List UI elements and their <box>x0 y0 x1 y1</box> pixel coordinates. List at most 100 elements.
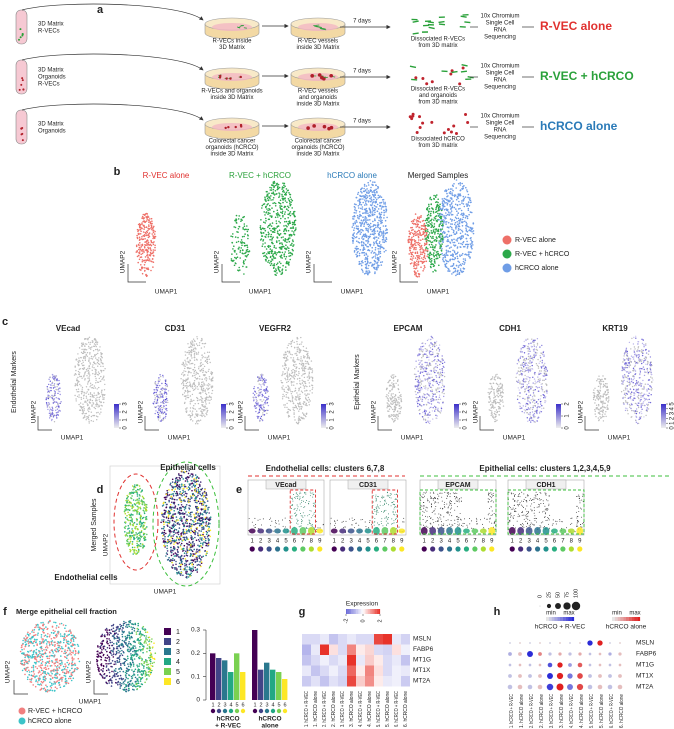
cell-point <box>80 375 83 378</box>
cell-point <box>442 223 444 225</box>
cell-point <box>407 238 410 241</box>
cell-point <box>84 345 86 347</box>
cell-point <box>152 243 155 246</box>
cell-point <box>200 385 203 388</box>
cell-point <box>295 366 298 369</box>
cell-point <box>153 233 156 235</box>
cell-point <box>305 365 307 368</box>
cell-point <box>277 214 280 216</box>
cell-point <box>368 270 370 272</box>
cell-point <box>456 255 459 258</box>
cell-point <box>419 366 421 368</box>
cell-point <box>195 421 198 423</box>
cell-point <box>202 363 204 366</box>
cell-point <box>285 220 288 223</box>
cell-point <box>295 406 298 409</box>
cell-point <box>277 185 279 188</box>
cell-point <box>289 222 292 224</box>
cell-point <box>431 225 433 228</box>
cell-point <box>445 214 448 217</box>
cell-point <box>421 357 423 359</box>
cell-point <box>97 393 100 395</box>
cell-point <box>428 359 430 361</box>
cell-point <box>466 245 469 248</box>
cell-point <box>205 360 207 362</box>
cell-point <box>207 389 209 391</box>
cell-point <box>383 203 385 205</box>
cell-point <box>98 396 100 399</box>
cell-point <box>428 422 431 425</box>
cell-point <box>422 396 424 398</box>
cell-point <box>211 392 213 395</box>
cell-point <box>359 198 362 201</box>
cell-point <box>184 379 186 382</box>
cell-point <box>282 357 285 359</box>
cell-point <box>203 382 205 385</box>
cell-point <box>146 242 148 245</box>
cell-point <box>83 374 85 377</box>
cell-point <box>439 233 442 235</box>
cell-point <box>256 404 258 406</box>
cell-point <box>429 377 431 379</box>
cell-point <box>53 421 56 423</box>
cell-point <box>56 379 58 382</box>
cell-point <box>76 379 79 382</box>
cell-point <box>138 236 141 239</box>
cell-point <box>456 214 459 216</box>
cell-point <box>287 380 289 383</box>
cell-point <box>461 214 464 217</box>
cell-point <box>73 374 76 376</box>
cell-point <box>423 256 426 258</box>
cell-point <box>288 350 291 352</box>
cell-point <box>365 197 368 200</box>
cell-point <box>377 226 379 229</box>
cell-point <box>162 376 164 378</box>
cell-point <box>299 360 302 362</box>
colorbar-tick-label: 1 <box>330 418 336 422</box>
cell-point <box>447 211 450 213</box>
cell-point <box>272 267 275 270</box>
cell-point <box>259 374 262 376</box>
cell-point <box>269 215 272 217</box>
cell-point <box>382 238 384 241</box>
cell-point <box>276 272 278 274</box>
cell-point <box>53 383 56 385</box>
cell-point <box>192 389 195 391</box>
cell-point <box>162 395 164 397</box>
cell-point <box>428 232 431 234</box>
cell-point <box>257 417 259 419</box>
cell-point <box>448 235 451 237</box>
cell-point <box>463 205 466 208</box>
umap-axes <box>313 264 332 283</box>
cell-point <box>86 343 88 345</box>
cell-point <box>302 380 305 382</box>
cell-point <box>268 244 270 247</box>
cell-point <box>83 357 85 359</box>
cell-point <box>459 254 461 256</box>
cell-point <box>206 378 208 380</box>
cell-point <box>361 252 363 254</box>
cell-point <box>443 205 446 208</box>
cell-point <box>165 404 167 407</box>
cell-point <box>267 194 269 196</box>
cell-point <box>296 408 299 410</box>
cell-point <box>84 379 86 381</box>
cell-point <box>164 390 166 392</box>
cell-point <box>262 240 264 242</box>
cell-point <box>441 235 444 237</box>
cell-point <box>471 241 474 243</box>
cell-point <box>88 360 90 362</box>
cell-point <box>378 264 380 267</box>
cell-point <box>459 182 462 184</box>
cell-point <box>362 212 364 215</box>
cell-point <box>265 217 267 220</box>
cell-point <box>78 364 80 366</box>
cell-point <box>372 252 375 254</box>
cell-point <box>139 249 141 251</box>
cell-point <box>154 246 156 249</box>
cell-point <box>433 344 436 346</box>
cell-point <box>149 248 152 250</box>
cell-point <box>441 379 443 381</box>
cell-point <box>287 378 289 381</box>
cell-point <box>416 270 419 272</box>
